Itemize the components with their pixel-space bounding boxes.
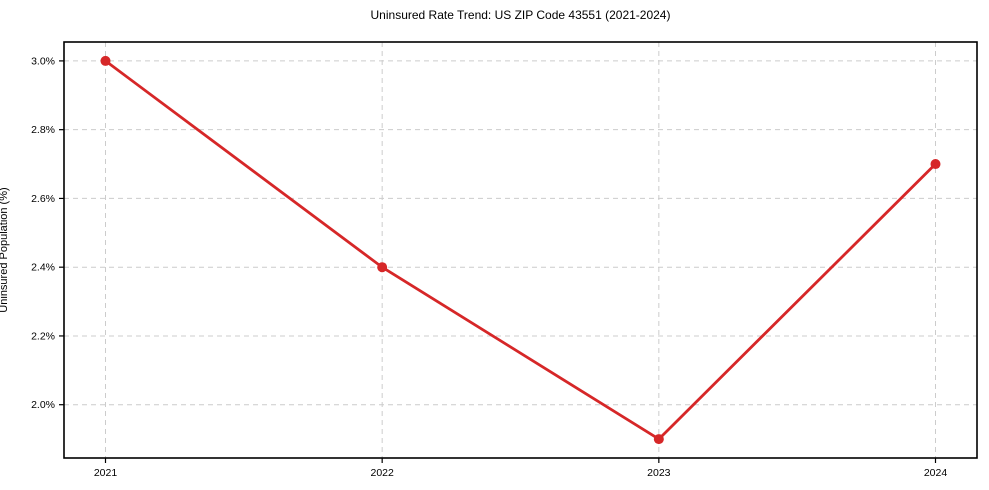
y-tick-label: 2.2% bbox=[31, 330, 55, 342]
chart-title: Uninsured Rate Trend: US ZIP Code 43551 … bbox=[370, 8, 671, 22]
data-point-marker bbox=[100, 55, 111, 66]
y-tick-label: 2.8% bbox=[31, 124, 55, 136]
y-tick-label: 2.0% bbox=[31, 399, 55, 411]
x-tick-label: 2024 bbox=[924, 467, 948, 479]
x-tick-label: 2023 bbox=[647, 467, 671, 479]
y-tick-label: 3.0% bbox=[31, 55, 55, 67]
data-point-marker bbox=[377, 262, 388, 273]
y-tick-label: 2.4% bbox=[31, 262, 55, 274]
data-point-marker bbox=[653, 434, 664, 445]
x-tick-label: 2022 bbox=[370, 467, 394, 479]
x-tick-label: 2021 bbox=[94, 467, 118, 479]
plot-border bbox=[63, 41, 978, 459]
data-point-marker bbox=[930, 159, 941, 170]
y-tick-label: 2.6% bbox=[31, 193, 55, 205]
trend-line bbox=[104, 59, 937, 441]
